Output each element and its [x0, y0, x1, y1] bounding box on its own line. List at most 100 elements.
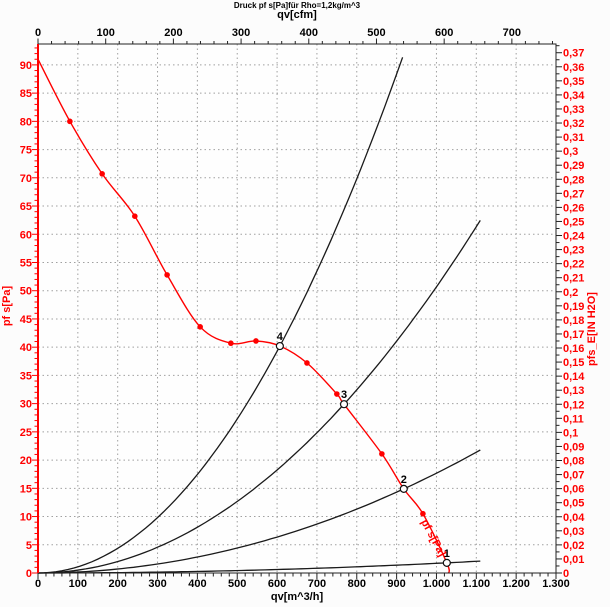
- left-axis-tick-label: 5: [26, 540, 32, 552]
- right-axis-tick-label: 0,01: [563, 554, 584, 566]
- data-point: [132, 213, 138, 219]
- right-axis-label: pfs_E[IN H2O]: [586, 292, 598, 366]
- top-axis-tick-label: 600: [435, 27, 453, 39]
- right-axis-tick-label: 0,15: [563, 357, 584, 369]
- top-axis-label: qv[cfm]: [277, 9, 317, 21]
- right-axis-tick-label: 0,24: [563, 231, 585, 243]
- right-axis-tick-label: 0,26: [563, 202, 584, 214]
- right-axis-tick-label: 0,1: [563, 427, 578, 439]
- left-axis-tick-label: 60: [20, 229, 32, 241]
- right-axis-tick-label: 0,04: [563, 512, 585, 524]
- left-axis-tick-label: 70: [20, 173, 32, 185]
- right-axis-tick-label: 0,2: [563, 287, 578, 299]
- chart-title: Druck pf s[Pa]für Rho=1,2kg/m^3: [233, 1, 361, 10]
- operating-point-1: [442, 558, 451, 567]
- system-curve-4: [37, 57, 404, 574]
- bottom-axis-tick-label: 500: [228, 578, 246, 590]
- right-axis-tick-label: 0,36: [563, 62, 584, 74]
- bottom-axis-tick-label: 400: [188, 578, 206, 590]
- left-axis-tick-label: 55: [20, 257, 32, 269]
- operating-point-2: [399, 484, 408, 493]
- left-axis-tick-label: 10: [20, 512, 32, 524]
- top-axis-tick-label: 0: [35, 27, 41, 39]
- right-axis-tick-label: 0,31: [563, 132, 584, 144]
- plot-background: [38, 44, 556, 573]
- bottom-axis-tick-label: 300: [148, 578, 166, 590]
- left-axis-tick-label: 25: [20, 427, 32, 439]
- top-axis-tick-label: 300: [232, 27, 250, 39]
- operating-point-label-1: 1: [444, 548, 450, 560]
- right-axis-tick-label: 0,16: [563, 343, 584, 355]
- right-axis-tick-label: 0,21: [563, 273, 584, 285]
- data-point: [253, 338, 259, 344]
- data-point: [334, 391, 340, 397]
- right-axis-tick-label: 0,22: [563, 259, 584, 271]
- left-axis-tick-label: 75: [20, 145, 32, 157]
- right-axis-tick-label: 0,28: [563, 174, 584, 186]
- operating-point-label-4: 4: [277, 331, 284, 343]
- right-axis-tick-label: 0,08: [563, 456, 584, 468]
- right-axis-tick-label: 0,06: [563, 484, 584, 496]
- right-axis-tick-label: 0,05: [563, 498, 584, 510]
- right-axis-tick-label: 0: [563, 568, 569, 580]
- right-axis-tick-label: 0,35: [563, 76, 584, 88]
- bottom-axis-tick-label: 700: [308, 578, 326, 590]
- left-axis-tick-label: 35: [20, 370, 32, 382]
- right-axis-tick-label: 0,19: [563, 301, 584, 313]
- bottom-axis-tick-label: 1.200: [502, 578, 530, 590]
- operating-point-label-3: 3: [341, 389, 347, 401]
- data-point: [197, 324, 203, 330]
- right-axis-tick-label: 0,03: [563, 526, 584, 538]
- right-axis-tick-label: 0,18: [563, 315, 584, 327]
- bottom-axis-tick-label: 800: [348, 578, 366, 590]
- right-axis-tick-label: 0,14: [563, 371, 585, 383]
- data-point: [164, 272, 170, 278]
- data-point: [67, 118, 73, 125]
- data-point: [228, 340, 234, 347]
- left-axis-tick-label: 40: [20, 342, 32, 354]
- bottom-axis-tick-label: 1.100: [463, 578, 491, 590]
- left-axis-tick-label: 20: [20, 455, 32, 467]
- data-point: [304, 360, 310, 366]
- right-axis-tick-label: 0,33: [563, 104, 584, 116]
- bottom-axis-tick-label: 900: [387, 578, 405, 590]
- left-axis-tick-label: 90: [20, 60, 32, 72]
- system-curve-3: [37, 220, 481, 574]
- data-point: [379, 451, 385, 457]
- data-point: [420, 510, 426, 517]
- operating-point-3: [339, 400, 349, 409]
- right-axis-tick-label: 0,11: [563, 413, 584, 425]
- right-axis-tick-label: 0,34: [563, 90, 585, 102]
- bottom-axis-label: qv[m^3/h]: [270, 591, 324, 603]
- bottom-axis-tick-label: 1.000: [423, 578, 451, 590]
- right-axis-tick-label: 0,13: [563, 385, 584, 397]
- bottom-axis-tick-label: 0: [35, 578, 41, 590]
- right-axis-tick-label: 0,25: [563, 216, 584, 228]
- right-axis-tick-label: 0,37: [563, 48, 584, 60]
- left-axis-tick-label: 80: [20, 116, 32, 128]
- right-axis-tick-label: 0,09: [563, 441, 584, 453]
- data-point: [99, 171, 105, 177]
- right-axis-tick-label: 0,07: [563, 470, 584, 482]
- left-axis-tick-label: 30: [20, 399, 32, 411]
- right-axis-tick-label: 0,17: [563, 329, 584, 341]
- left-axis-tick-label: 50: [20, 286, 32, 298]
- right-axis-tick-label: 0,29: [563, 160, 584, 172]
- right-axis-tick-label: 0,3: [563, 146, 578, 158]
- bottom-axis-tick-label: 200: [109, 578, 127, 590]
- right-axis-tick-label: 0,27: [563, 188, 584, 200]
- bottom-axis-tick-label: 1.300: [542, 578, 570, 590]
- operating-point-4: [275, 341, 284, 351]
- right-axis-tick-label: 0,02: [563, 540, 584, 552]
- left-axis-tick-label: 15: [20, 483, 32, 495]
- top-axis-tick-label: 700: [503, 27, 521, 39]
- bottom-axis-tick-label: 100: [69, 578, 87, 590]
- left-axis-tick-label: 65: [20, 201, 32, 213]
- left-axis-tick-label: 45: [20, 314, 32, 326]
- left-axis-tick-label: 0: [26, 568, 32, 580]
- right-axis-tick-label: 0,32: [563, 118, 584, 130]
- top-axis-tick-label: 500: [367, 27, 385, 39]
- left-axis-tick-label: 85: [20, 88, 32, 100]
- top-axis-tick-label: 100: [97, 27, 115, 39]
